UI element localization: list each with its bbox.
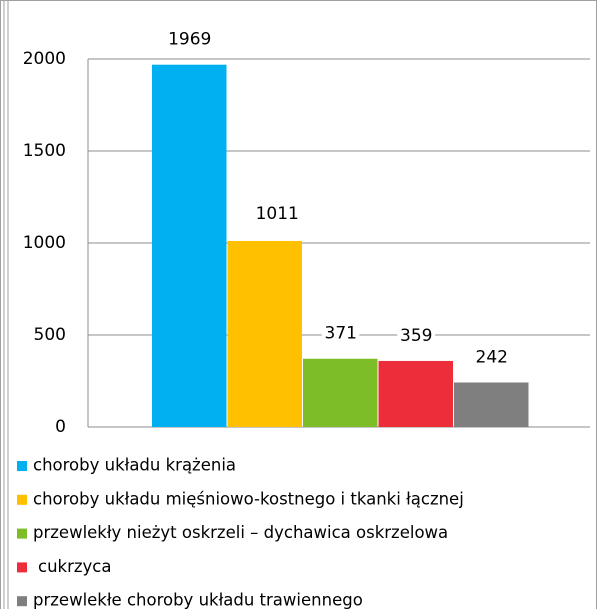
data-label: 242 <box>476 347 508 367</box>
legend-swatch <box>17 562 27 573</box>
bar <box>378 360 453 427</box>
bar <box>227 240 302 427</box>
y-tick-label: 0 <box>55 417 66 437</box>
data-label: 371 <box>325 324 357 344</box>
legend-label: choroby układu krążenia <box>33 456 236 475</box>
bar <box>303 358 378 427</box>
y-tick-label: 1000 <box>23 233 66 253</box>
bar <box>152 64 227 427</box>
legend-swatch <box>17 528 27 539</box>
legend-label: cukrzyca <box>38 557 111 576</box>
y-tick-label: 500 <box>34 325 66 345</box>
bar <box>454 382 529 427</box>
y-tick-label: 2000 <box>23 49 66 69</box>
data-label: 1969 <box>168 30 211 50</box>
legend-swatch <box>17 461 27 471</box>
legend-label: przewlekłe choroby układu trawiennego <box>33 591 363 609</box>
legend-swatch <box>17 494 27 505</box>
legend-swatch <box>17 596 27 607</box>
y-tick-label: 1500 <box>23 141 66 161</box>
legend-label: choroby układu mięśniowo-kostnego i tkan… <box>33 489 464 508</box>
legend-label: przewlekły nieżyt oskrzeli – dychawica o… <box>33 523 448 542</box>
data-label: 1011 <box>256 204 299 224</box>
data-label: 359 <box>400 326 432 346</box>
